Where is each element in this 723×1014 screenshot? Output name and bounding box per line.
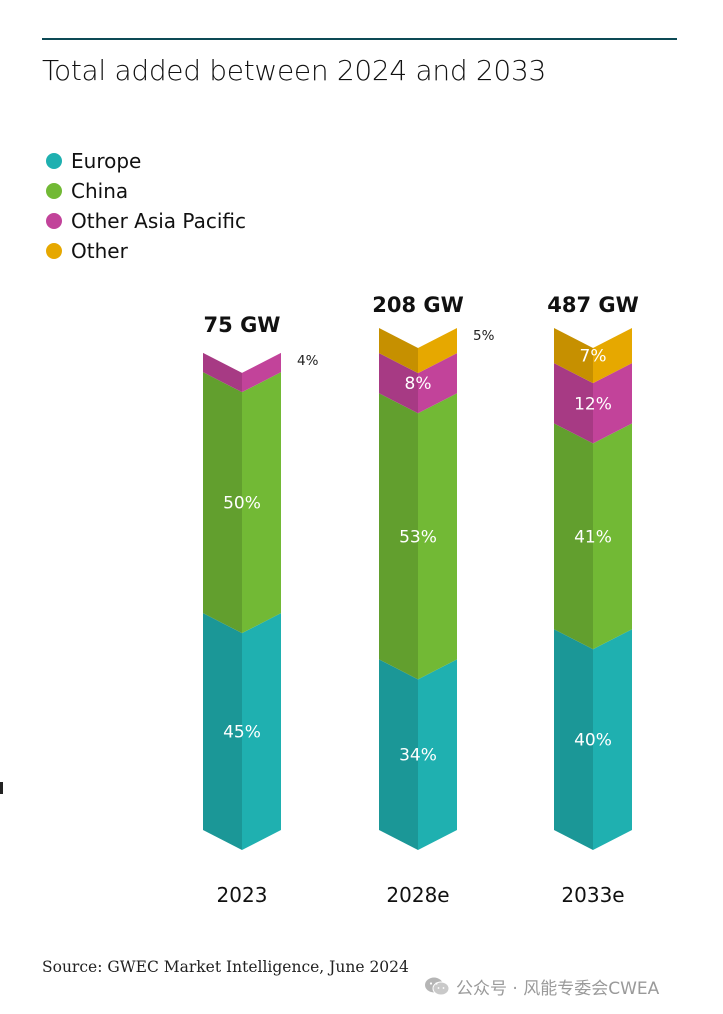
- legend-dot-china: [46, 183, 62, 199]
- data-label-other-asia-pacific-2033e: 12%: [574, 394, 612, 414]
- bar-segment-right-europe-2033e: [593, 629, 632, 850]
- legend-item-europe: Europe: [46, 146, 246, 176]
- legend: Europe China Other Asia Pacific Other: [46, 146, 246, 266]
- category-label-2023: 2023: [217, 883, 268, 907]
- bar-segment-left-china-2023: [203, 372, 242, 634]
- chart-title: Total added between 2024 and 2033: [42, 54, 546, 87]
- bar-segment-left-other-2028e: [379, 328, 418, 374]
- data-label-china-2023: 50%: [223, 494, 261, 514]
- bar-segment-left-other-asia-pacific-2028e: [379, 353, 418, 414]
- legend-label-europe: Europe: [71, 149, 142, 173]
- bar-segment-left-other-asia-pacific-2033e: [554, 363, 593, 444]
- legend-label-other-asia-pacific: Other Asia Pacific: [71, 209, 246, 233]
- total-label-2033e: 487 GW: [547, 293, 639, 317]
- bar-segment-left-europe-2028e: [379, 659, 418, 850]
- legend-label-other: Other: [71, 239, 128, 263]
- legend-dot-europe: [46, 153, 62, 169]
- bar-segment-right-other-asia-pacific-2023: [242, 352, 281, 393]
- category-label-2028e: 2028e: [386, 883, 449, 907]
- legend-label-china: China: [71, 179, 129, 203]
- bar-segment-right-other-asia-pacific-2028e: [418, 353, 457, 414]
- bar-segment-left-europe-2033e: [554, 629, 593, 850]
- bar-segment-left-china-2033e: [554, 423, 593, 650]
- data-label-china-2033e: 41%: [574, 527, 612, 547]
- legend-dot-other-asia-pacific: [46, 213, 62, 229]
- bar-segment-right-other-2033e: [593, 328, 632, 384]
- legend-item-other: Other: [46, 236, 246, 266]
- legend-item-other-asia-pacific: Other Asia Pacific: [46, 206, 246, 236]
- bar-segment-right-china-2028e: [418, 393, 457, 680]
- legend-item-china: China: [46, 176, 246, 206]
- data-label-china-2028e: 53%: [399, 527, 437, 547]
- edge-mark: [0, 782, 3, 794]
- bar-segment-left-other-2033e: [554, 328, 593, 384]
- total-label-2023: 75 GW: [204, 313, 281, 337]
- data-label-other-asia-pacific-2023: 4%: [297, 353, 319, 369]
- source-note: Source: GWEC Market Intelligence, June 2…: [42, 958, 409, 976]
- data-label-other-2028e: 5%: [473, 328, 495, 344]
- bar-segment-right-china-2023: [242, 372, 281, 634]
- wechat-icon: [425, 977, 450, 996]
- legend-dot-other: [46, 243, 62, 259]
- top-rule: [42, 38, 677, 40]
- watermark-text: 公众号 · 风能专委会CWEA: [456, 978, 660, 999]
- bar-segment-right-other-asia-pacific-2033e: [593, 363, 632, 444]
- bar-segment-left-europe-2023: [203, 613, 242, 850]
- data-label-europe-2028e: 34%: [399, 746, 437, 766]
- bar-segment-right-other-2028e: [418, 328, 457, 374]
- bar-segment-right-china-2033e: [593, 423, 632, 650]
- total-label-2028e: 208 GW: [372, 293, 464, 317]
- data-label-other-asia-pacific-2028e: 8%: [405, 374, 432, 394]
- data-label-other-2033e: 7%: [580, 347, 607, 367]
- bar-segment-right-europe-2028e: [418, 659, 457, 850]
- watermark: 公众号 · 风能专委会CWEA: [424, 974, 660, 999]
- bar-segment-left-china-2028e: [379, 393, 418, 680]
- data-label-europe-2033e: 40%: [574, 731, 612, 751]
- bar-segment-right-europe-2023: [242, 613, 281, 850]
- data-label-europe-2023: 45%: [223, 723, 261, 743]
- category-label-2033e: 2033e: [561, 883, 624, 907]
- bar-segment-left-other-asia-pacific-2023: [203, 352, 242, 393]
